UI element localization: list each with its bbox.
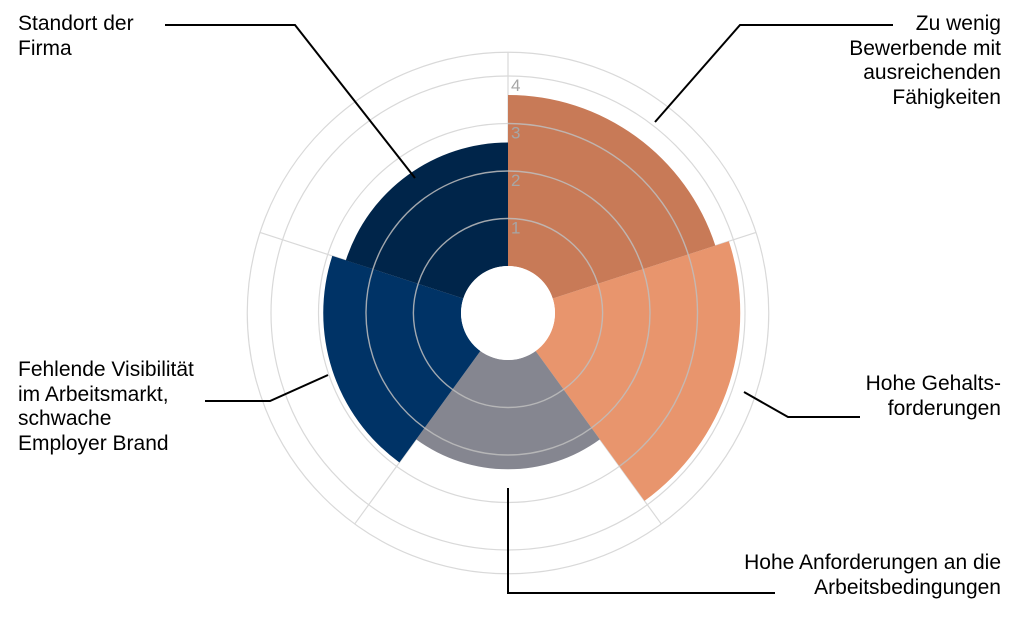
radial-tick-labels: 1 2 3 4 [511, 76, 520, 238]
category-label-arbeitsbedingungen: Hohe Anforderungen an die Arbeitsbedingu… [744, 551, 1001, 599]
grid-overlay [365, 122, 699, 467]
leader-lines [165, 24, 893, 594]
sector-grid-arc [507, 170, 644, 270]
radial-tick-label-2: 2 [511, 171, 520, 190]
category-label-gehaltsforderungen: Hohe Gehalts- forderungen [865, 372, 1001, 420]
leader-line-4 [507, 488, 775, 594]
category-label-visibilitaet: Fehlende Visibilität im Arbeitsmarkt, sc… [18, 358, 194, 455]
leader-line-1 [165, 24, 416, 179]
sector-1 [508, 95, 716, 299]
sector-grid-arc [417, 217, 509, 285]
sector-grid-arc [424, 427, 592, 456]
sector-grid-arc [372, 170, 509, 270]
leader-line-5 [205, 374, 329, 402]
sector-3 [416, 351, 600, 470]
sector-grid-arc [412, 283, 453, 391]
sector-4 [323, 255, 481, 463]
sector-5 [345, 142, 508, 299]
sector-grid-arc [365, 268, 425, 429]
category-label-bewerbende: Zu wenig Bewerbende mit ausreichenden Fä… [849, 12, 1001, 109]
center-hole [461, 266, 555, 360]
sector-grid-arc [452, 388, 564, 409]
sector-grid-arc [618, 254, 699, 467]
category-label-standort: Standort der Firma [18, 12, 134, 60]
radial-tick-label-1: 1 [511, 219, 520, 238]
sector-grid-arc [507, 122, 689, 255]
radial-tick-label-4: 4 [511, 76, 520, 95]
leader-line-3 [743, 391, 860, 418]
sector-grid-arc [507, 217, 599, 285]
radial-tick-label-3: 3 [511, 124, 520, 143]
sector-grid-arc [563, 283, 604, 391]
sector-grid-arc [591, 268, 651, 429]
leader-line-2 [654, 24, 893, 123]
